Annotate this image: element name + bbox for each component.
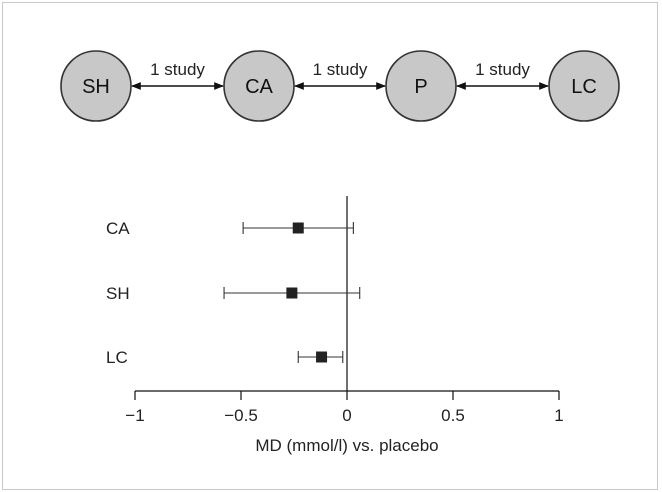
estimate-marker-ca <box>292 222 304 234</box>
estimate-marker-sh <box>286 287 298 299</box>
x-tick-label: −0.5 <box>224 406 258 425</box>
node-label-sh: SH <box>82 76 110 98</box>
edge-label-ca-p: 1 study <box>313 60 368 79</box>
edge-label-p-lc: 1 study <box>475 60 530 79</box>
node-ca <box>223 50 295 122</box>
row-label-sh: SH <box>106 284 130 303</box>
x-tick-label: 0.5 <box>441 406 465 425</box>
estimate-marker-lc <box>316 351 328 363</box>
node-p <box>385 50 457 122</box>
x-tick-label: 0 <box>342 406 351 425</box>
network-diagram: 1 study 1 study 1 study SH CA P LC <box>60 50 620 122</box>
node-lc <box>548 50 620 122</box>
x-tick-label: −1 <box>125 406 144 425</box>
row-label-lc: LC <box>106 348 128 367</box>
node-label-ca: CA <box>245 76 273 98</box>
node-sh <box>60 50 132 122</box>
edge-label-sh-ca: 1 study <box>150 60 205 79</box>
node-label-p: P <box>414 76 427 98</box>
node-label-lc: LC <box>571 76 597 98</box>
x-tick-label: 1 <box>554 406 563 425</box>
forest-plot: −1 −0.5 0 0.5 1 MD (mmol/l) vs. placebo CA SH LC <box>106 196 564 455</box>
row-label-ca: CA <box>106 219 130 238</box>
x-axis-label: MD (mmol/l) vs. placebo <box>255 436 438 455</box>
